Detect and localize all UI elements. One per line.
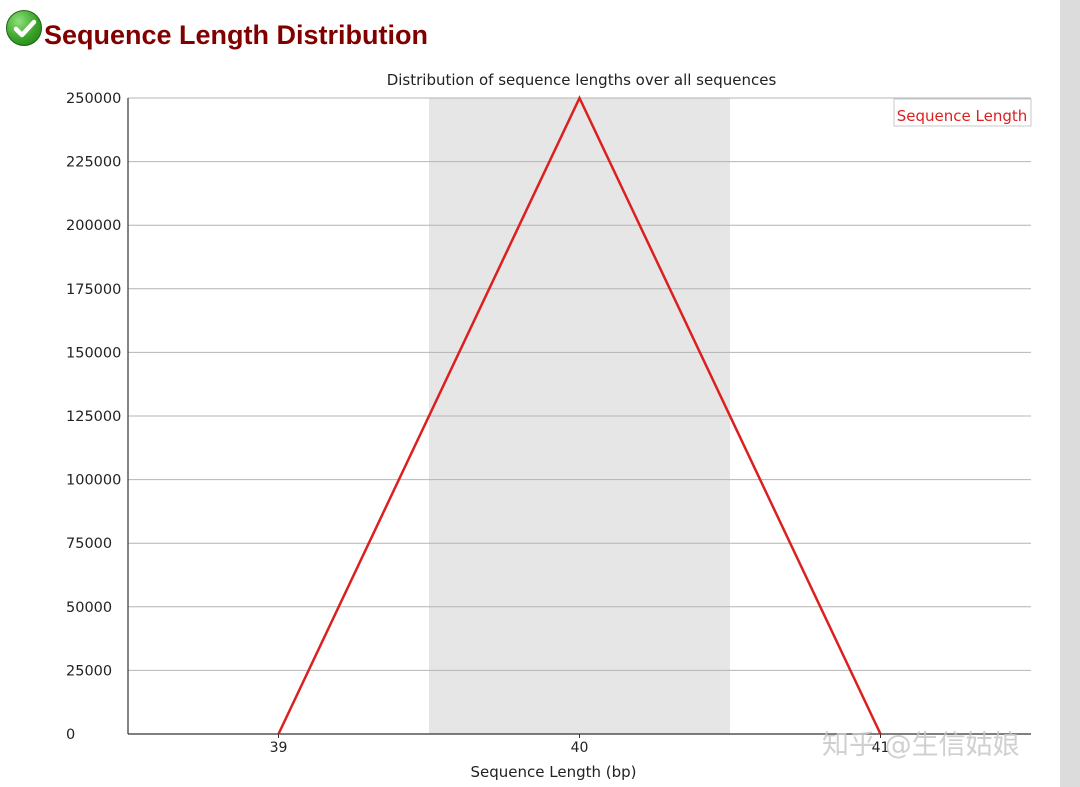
module-title: Sequence Length Distribution (44, 20, 429, 50)
legend-box (893, 98, 1032, 127)
module-header: Sequence Length Distribution (6, 4, 428, 51)
x-axis-label: Sequence Length (bp) (470, 763, 636, 781)
watermark: 知乎 @生信姑娘 (822, 730, 1020, 761)
y-tick-label: 175000 (66, 282, 121, 298)
x-tick-label: 39 (270, 740, 288, 756)
y-tick-label: 150000 (66, 345, 121, 361)
y-tick-label: 125000 (66, 409, 121, 425)
x-tick-label: 40 (571, 740, 589, 756)
y-tick-label: 200000 (66, 218, 121, 234)
y-tick-label: 225000 (66, 155, 121, 171)
y-tick-label: 100000 (66, 473, 121, 489)
y-tick-label: 250000 (66, 91, 121, 107)
y-tick-label: 50000 (66, 600, 112, 616)
y-tick-label: 25000 (66, 663, 112, 679)
x-tick-label: 41 (872, 740, 890, 756)
y-tick-label: 75000 (66, 536, 112, 552)
y-tick-label: 0 (66, 727, 75, 743)
legend-item-sequence-length: Sequence Length (897, 107, 1028, 125)
window-edge (1060, 0, 1080, 787)
check-circle-icon (6, 9, 42, 46)
chart-title: Distribution of sequence lengths over al… (387, 71, 777, 89)
